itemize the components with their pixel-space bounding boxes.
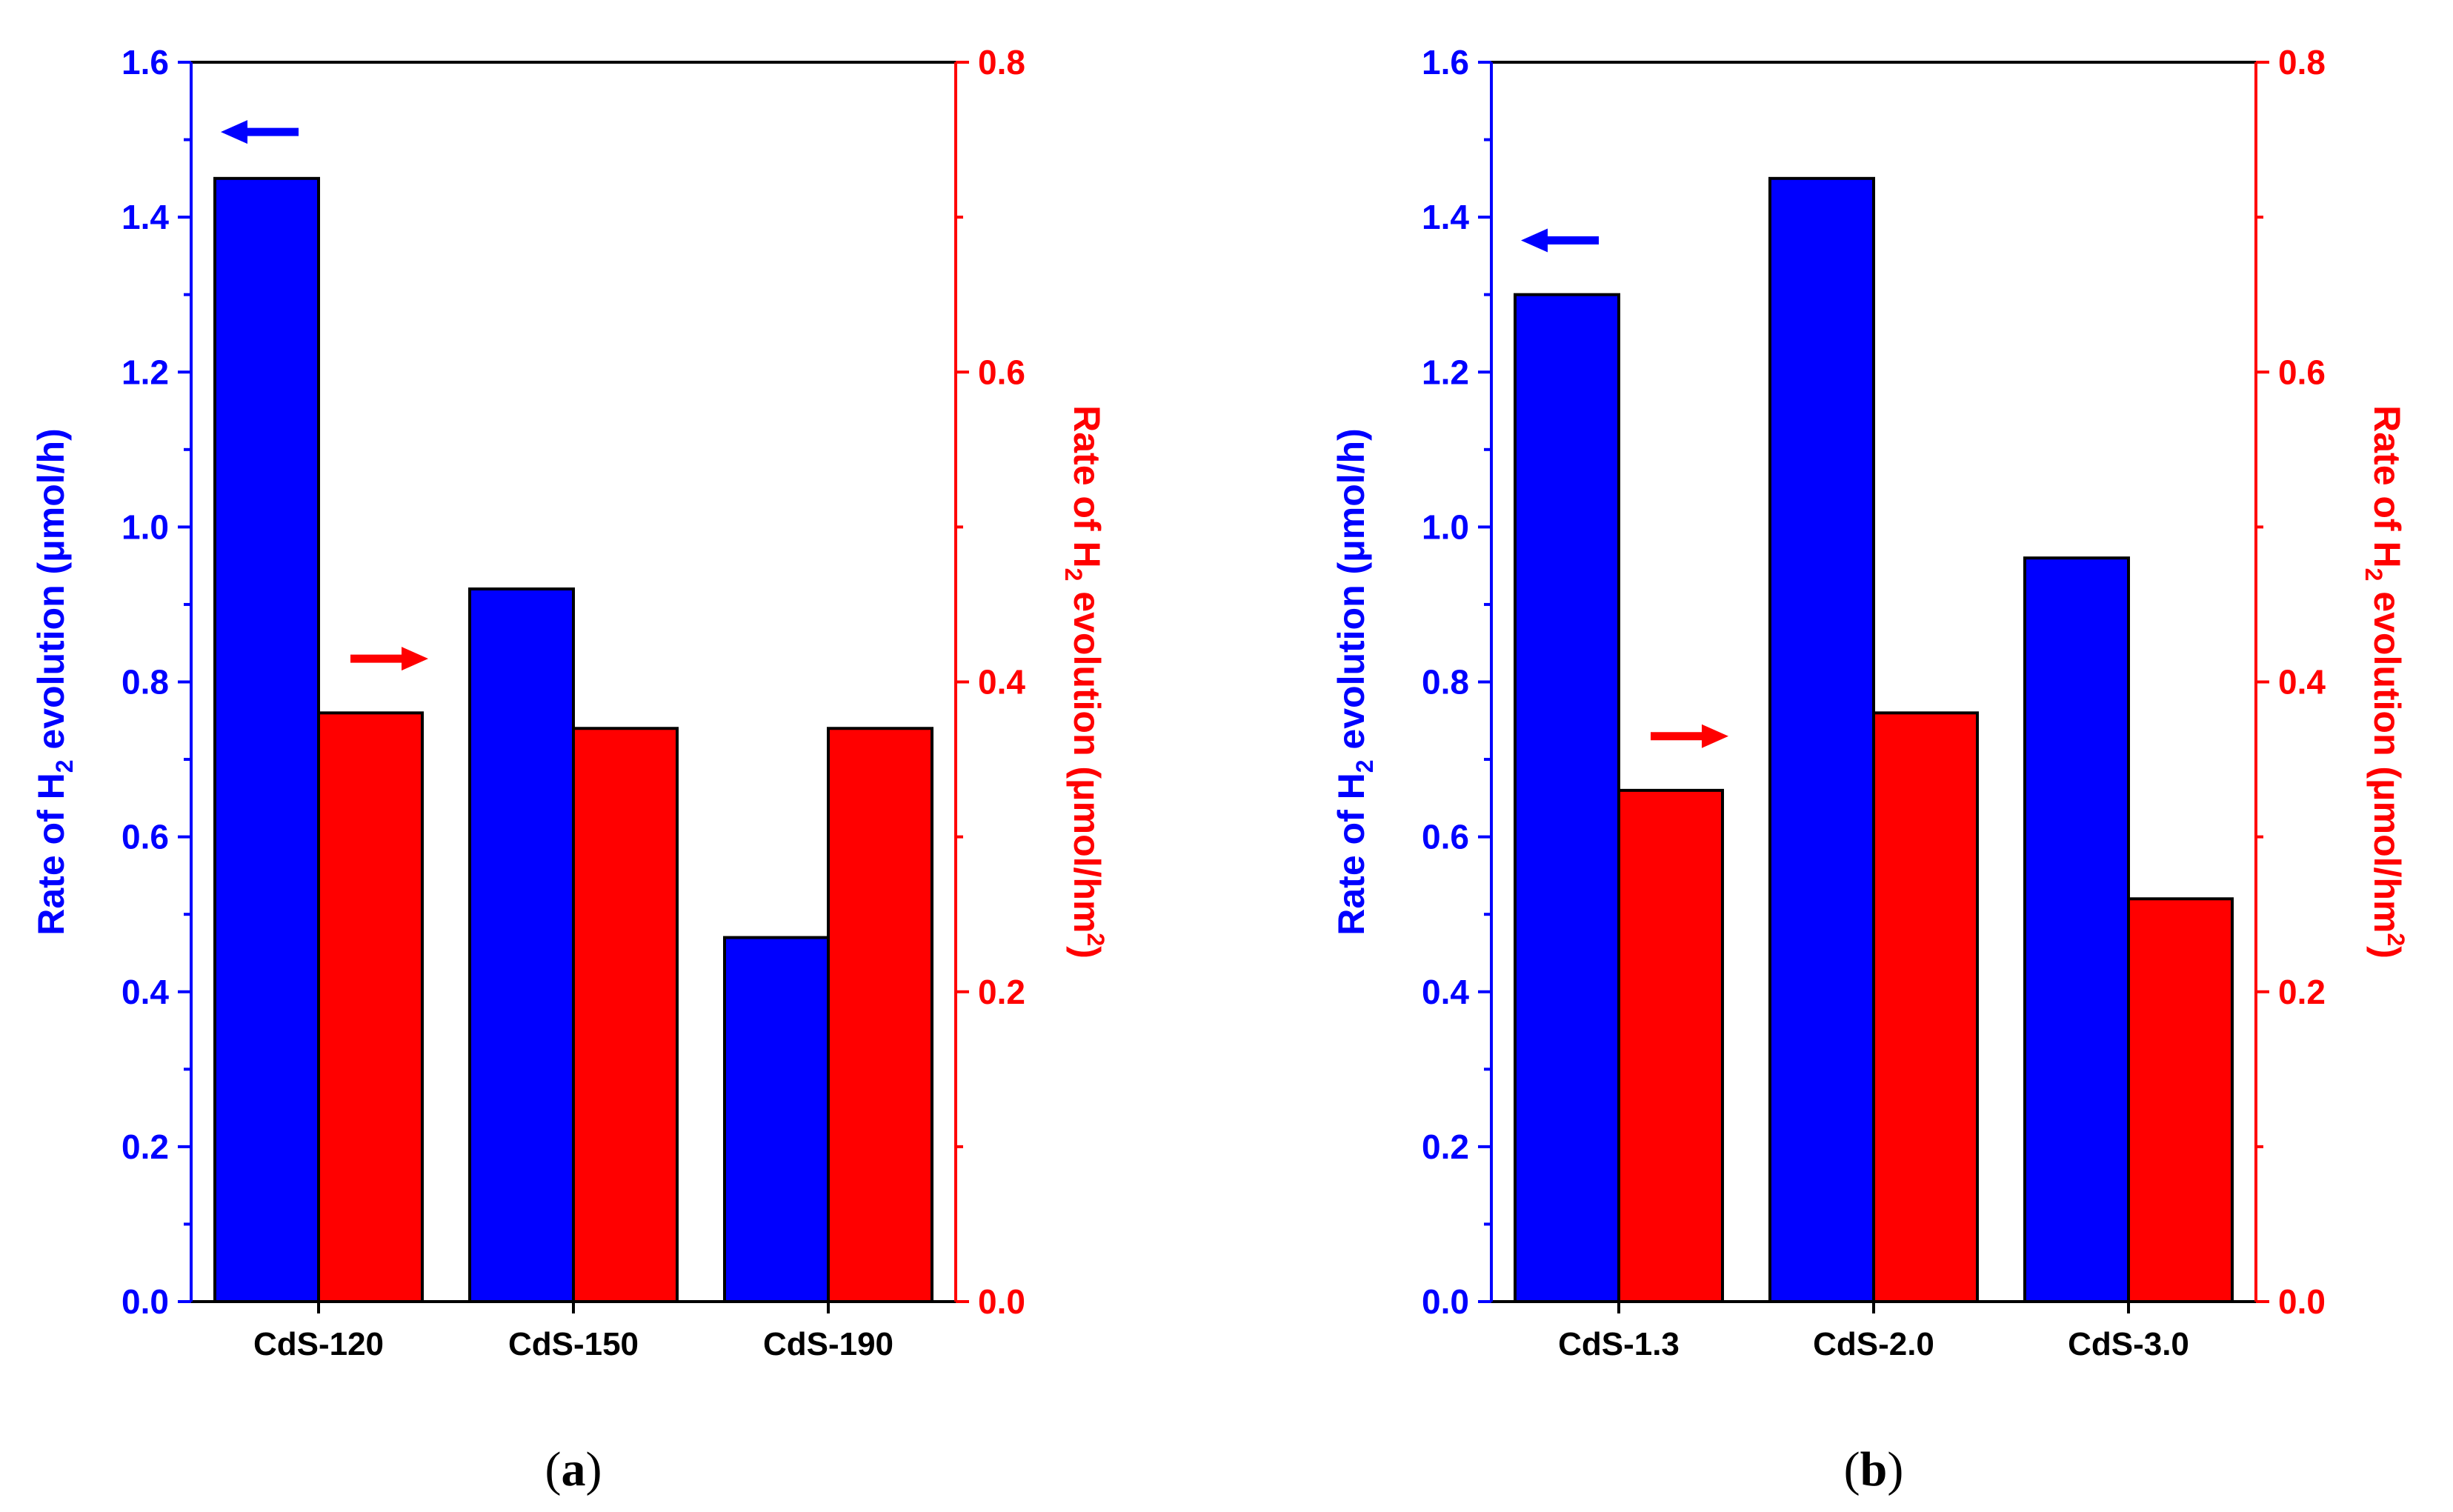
bar-left-CdS-2.0	[1768, 176, 1875, 1303]
y-left-tick-label: 0.4	[122, 973, 169, 1011]
bar-right-CdS-1.3	[1617, 788, 1724, 1303]
y-right-axis-title: Rate of H2 evolution (μmol/hm2)	[2360, 405, 2409, 959]
y-right-tick-label: 0.0	[2278, 1282, 2326, 1321]
panel-label-letter: a	[562, 1442, 586, 1496]
arrow-head-right	[1702, 724, 1728, 748]
y-right-title-rest: evolution (μmol/hm	[1066, 581, 1108, 933]
y-left-tick-label: 1.6	[1422, 43, 1469, 81]
y-left-tick-label: 1.2	[122, 353, 169, 391]
panel-label-paren-open: (	[545, 1442, 562, 1496]
chart-panel-b: CdS-1.3 CdS-2.0 CdS-3.0 0.0 0.2 0.4 0.6 0.8 1.0 1…	[1331, 43, 2409, 1496]
y-left-title-subscript: 2	[1351, 759, 1378, 773]
y-right-title-superscript: 2	[2383, 933, 2409, 946]
panel-label-paren-close: )	[586, 1442, 602, 1496]
panel-label-paren-close: )	[1887, 1442, 1903, 1496]
y-left-tick-label: 1.4	[1422, 198, 1469, 236]
x-tick-label: CdS-120	[253, 1326, 384, 1362]
panel-label: (a)	[545, 1442, 602, 1496]
y-right-tick-label: 0.2	[978, 973, 1025, 1011]
y-right-axis-title: Rate of H2 evolution (μmol/hm2)	[1060, 405, 1109, 959]
y-left-title-text: Rate of H	[1331, 773, 1372, 935]
y-left-title-subscript: 2	[51, 759, 78, 773]
y-left-tick-label: 0.2	[1422, 1128, 1469, 1166]
y-right-tick-label: 0.6	[2278, 353, 2326, 391]
x-tick-label: CdS-3.0	[2068, 1326, 2189, 1362]
x-tick-label: CdS-2.0	[1813, 1326, 1934, 1362]
y-right-tick-label: 0.4	[2278, 663, 2326, 702]
bar-right-CdS-190	[827, 727, 933, 1303]
bar-right-CdS-3.0	[2127, 897, 2234, 1303]
y-left-tick-label: 1.0	[122, 507, 169, 546]
y-right-title-end: )	[1066, 946, 1108, 959]
panel-label: (b)	[1844, 1442, 1904, 1496]
y-left-tick-label: 0.0	[122, 1282, 169, 1321]
x-tick-label: CdS-150	[508, 1326, 639, 1362]
arrow-head-right	[402, 647, 428, 671]
y-right-tick-label: 0.2	[2278, 973, 2326, 1011]
y-left-tick-label: 0.8	[122, 663, 169, 702]
y-right-title-end: )	[2366, 946, 2408, 959]
y-right-tick-label: 0.4	[978, 663, 1025, 702]
y-right-title-text: Rate of H	[2366, 405, 2408, 567]
y-left-tick-label: 1.0	[1422, 507, 1469, 546]
y-right-tick-label: 0.8	[978, 43, 1025, 81]
bar-left-CdS-1.3	[1514, 293, 1620, 1303]
y-left-axis-title: Rate of H2 evolution (μmol/h)	[30, 428, 78, 935]
chart-panel-a: CdS-120 CdS-150 CdS-190 0.0 0.2 0.4 0.6 0.8 1.0 1…	[30, 43, 1109, 1496]
x-tick-label: CdS-1.3	[1558, 1326, 1680, 1362]
y-right-tick-label: 0.0	[978, 1282, 1025, 1321]
y-right-title-rest: evolution (μmol/hm	[2366, 581, 2408, 933]
bar-right-CdS-120	[317, 711, 424, 1303]
y-left-tick-label: 1.6	[122, 43, 169, 81]
y-left-title-rest: evolution (μmol/h)	[1331, 428, 1372, 759]
y-left-tick-label: 1.2	[1422, 353, 1469, 391]
arrow-head-left	[221, 120, 247, 144]
y-left-tick-label: 0.8	[1422, 663, 1469, 702]
bar-right-CdS-2.0	[1872, 711, 1979, 1303]
y-right-title-subscript: 2	[1060, 568, 1087, 582]
y-left-axis-title: Rate of H2 evolution (μmol/h)	[1331, 428, 1378, 935]
y-right-title-text: Rate of H	[1066, 405, 1108, 567]
y-left-tick-label: 0.4	[1422, 973, 1469, 1011]
arrow-head-left	[1521, 228, 1548, 253]
bar-left-CdS-190	[723, 936, 830, 1304]
x-tick-label: CdS-190	[763, 1326, 893, 1362]
y-left-tick-label: 0.6	[1422, 818, 1469, 856]
y-left-tick-label: 0.0	[1422, 1282, 1469, 1321]
bar-left-CdS-3.0	[2023, 556, 2130, 1303]
y-left-title-rest: evolution (μmol/h)	[30, 428, 72, 759]
y-right-title-subscript: 2	[2360, 568, 2387, 582]
bar-left-CdS-150	[468, 587, 575, 1303]
y-right-tick-label: 0.6	[978, 353, 1025, 391]
y-right-title-superscript: 2	[1082, 933, 1109, 946]
y-right-tick-label: 0.8	[2278, 43, 2326, 81]
y-left-tick-label: 1.4	[122, 198, 169, 236]
bar-left-CdS-120	[213, 176, 320, 1303]
y-left-title-text: Rate of H	[30, 773, 72, 935]
panel-label-letter: b	[1860, 1442, 1888, 1496]
panel-label-paren-open: (	[1844, 1442, 1860, 1496]
y-left-tick-label: 0.6	[122, 818, 169, 856]
bar-right-CdS-150	[572, 727, 679, 1303]
y-left-tick-label: 0.2	[122, 1128, 169, 1166]
